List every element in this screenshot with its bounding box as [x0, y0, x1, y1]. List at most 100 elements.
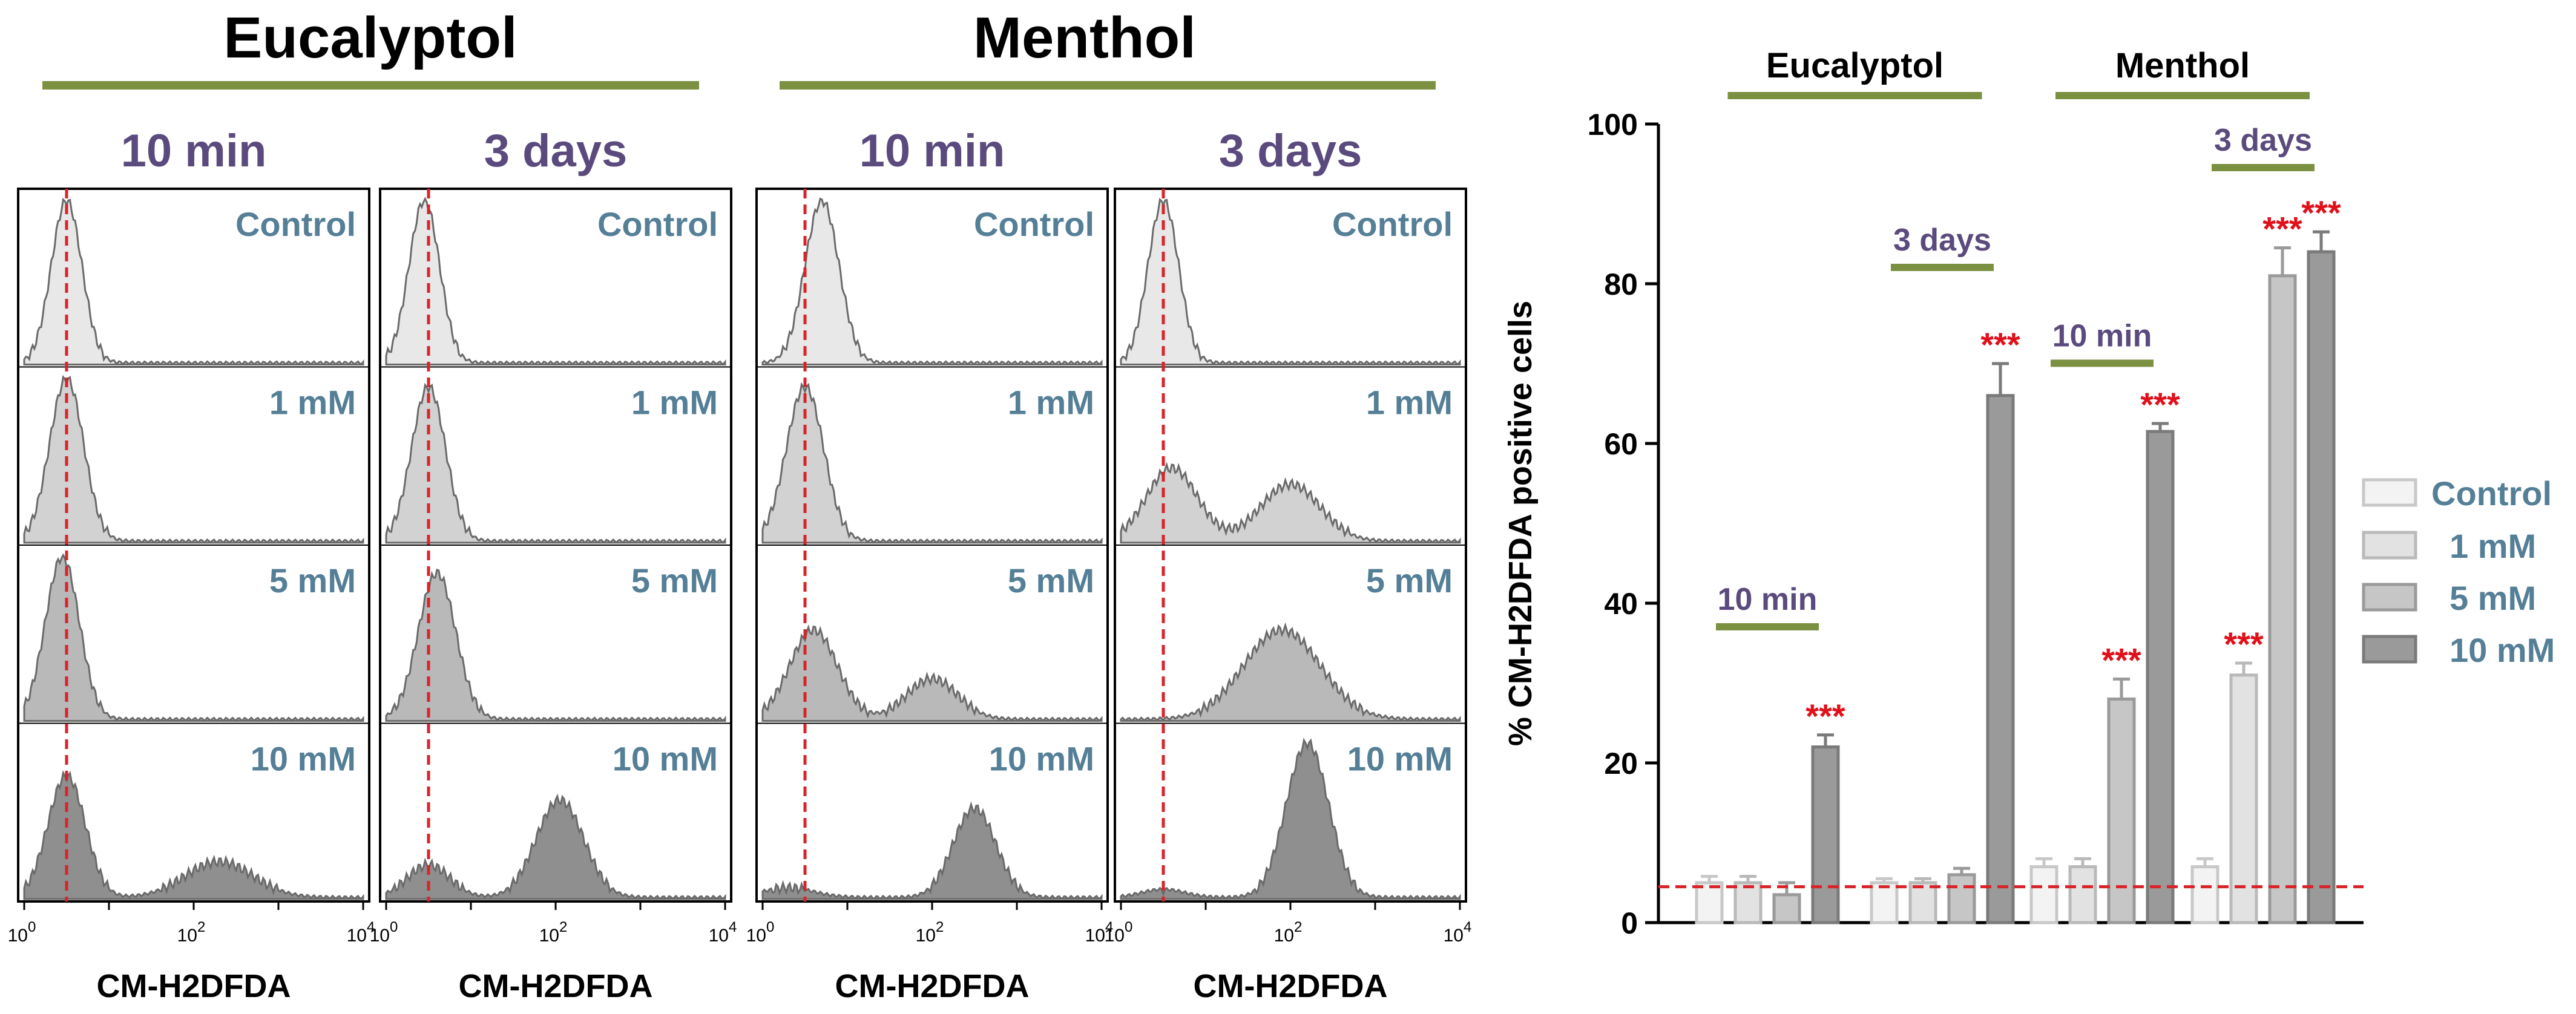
dose-label: 10 mM	[251, 740, 356, 778]
histogram-eucalyptol-0-10mm	[23, 770, 364, 900]
bar-menthol-10min-5mm	[2107, 697, 2136, 924]
histogram-menthol-1-5mm	[1120, 622, 1461, 722]
legend-label-5mm: 5 mM	[2450, 579, 2536, 617]
compound-underline	[1727, 92, 1982, 99]
histogram-menthol-0-control	[761, 197, 1103, 366]
bar-eucalyptol-3days-1mm	[1908, 881, 1937, 924]
significance-marker: ***	[1806, 697, 1845, 735]
histogram-menthol-0-1mm	[761, 382, 1103, 544]
x-tick-label: 104	[347, 919, 375, 946]
legend-label-control: Control	[2431, 474, 2552, 512]
legend-swatch-1mm	[2362, 531, 2417, 560]
bar-menthol-10min-control	[2029, 865, 2058, 924]
histogram-eucalyptol-0-5mm	[23, 553, 364, 722]
bar-menthol-3days-5mm	[2268, 274, 2297, 924]
tick-base: 10	[1274, 926, 1294, 946]
group-underline-eucalyptol	[42, 81, 699, 90]
tick-exponent: 2	[559, 919, 567, 935]
x-axis-label: CM-H2DFDA	[835, 968, 1030, 1004]
bar-eucalyptol-10min-5mm	[1772, 893, 1801, 924]
legend-label-1mm: 1 mM	[2450, 527, 2536, 565]
group-title-menthol: Menthol	[973, 5, 1196, 70]
dose-label: 5 mM	[1008, 561, 1094, 600]
dose-label: Control	[235, 205, 356, 243]
y-tick-label: 20	[1604, 747, 1638, 780]
x-tick-label: 104	[1444, 919, 1472, 946]
x-tick-label: 100	[370, 919, 398, 946]
x-tick-label: 100	[8, 919, 36, 946]
histogram-menthol-1-control	[1120, 197, 1461, 366]
dose-label: 10 mM	[1347, 740, 1453, 778]
bar-time-underline	[2212, 164, 2315, 171]
compound-underline	[2055, 92, 2310, 99]
x-tick-label: 102	[177, 919, 206, 946]
histogram-panel: Eucalyptol Menthol 10 min Control 1 mM 5 mM 10…	[8, 5, 1472, 1004]
tick-exponent: 2	[1294, 919, 1302, 935]
tick-exponent: 0	[28, 919, 36, 935]
dose-label: 1 mM	[631, 384, 718, 422]
time-label-eucalyptol-1: 3 days	[484, 125, 628, 177]
compound-header: Menthol	[2115, 46, 2250, 85]
legend-swatch-10mm	[2362, 635, 2417, 664]
bar-eucalyptol-3days-5mm	[1947, 873, 1976, 924]
significance-marker: ***	[2224, 625, 2264, 663]
y-axis-label: % CM-H2DFDA positive cells	[1502, 301, 1539, 746]
dose-label: 10 mM	[613, 740, 718, 778]
tick-exponent: 4	[1105, 919, 1113, 935]
time-label-menthol-0: 10 min	[859, 125, 1005, 177]
dose-label: Control	[1332, 205, 1453, 243]
dose-label: 1 mM	[269, 384, 356, 422]
tick-base: 10	[709, 926, 729, 946]
bar-menthol-3days-control	[2190, 865, 2220, 924]
dose-label: 5 mM	[269, 561, 356, 600]
time-label-eucalyptol-0: 10 min	[121, 125, 267, 177]
tick-base: 10	[746, 926, 766, 946]
bar-time-label: 3 days	[1893, 223, 1991, 258]
significance-marker: ***	[2262, 210, 2302, 248]
histogram-menthol-0-5mm	[761, 624, 1103, 722]
legend-label-10mm: 10 mM	[2450, 631, 2555, 669]
y-tick-label: 40	[1604, 587, 1638, 621]
histogram-eucalyptol-1-5mm	[385, 568, 726, 722]
y-tick-label: 100	[1588, 108, 1638, 142]
group-title-eucalyptol: Eucalyptol	[223, 5, 517, 70]
histogram-eucalyptol-1-10mm	[385, 793, 726, 900]
x-axis-label: CM-H2DFDA	[1194, 968, 1388, 1004]
x-tick-label: 104	[1085, 919, 1114, 946]
dose-label: Control	[597, 205, 718, 243]
bar-menthol-3days-1mm	[2229, 673, 2258, 924]
histogram-menthol-1-10mm	[1120, 738, 1461, 900]
significance-marker: ***	[2301, 194, 2341, 232]
significance-marker: ***	[1980, 325, 2020, 364]
bar-menthol-10min-1mm	[2068, 865, 2097, 924]
legend-swatch-5mm	[2362, 583, 2417, 612]
tick-exponent: 4	[367, 919, 375, 935]
histogram-eucalyptol-0-1mm	[23, 375, 364, 544]
x-tick-label: 102	[916, 919, 944, 946]
bar-eucalyptol-3days-control	[1870, 881, 1899, 924]
tick-base: 10	[347, 926, 367, 946]
x-tick-label: 102	[1274, 919, 1303, 946]
bar-time-underline	[1716, 623, 1819, 630]
tick-base: 10	[370, 926, 390, 946]
histogram-eucalyptol-1-control	[385, 197, 726, 366]
tick-exponent: 0	[1125, 919, 1132, 935]
bar-eucalyptol-10min-1mm	[1733, 881, 1763, 924]
x-tick-label: 100	[1105, 919, 1133, 946]
dose-label: 1 mM	[1366, 384, 1453, 422]
tick-exponent: 0	[390, 919, 398, 935]
x-axis-label: CM-H2DFDA	[97, 968, 291, 1004]
significance-marker: ***	[2140, 385, 2180, 424]
bar-eucalyptol-3days-10mm	[1986, 394, 2015, 924]
bar-time-underline	[1891, 264, 1994, 271]
histogram-menthol-1-1mm	[1120, 462, 1461, 544]
group-underline-menthol	[780, 81, 1436, 90]
y-tick-label: 80	[1604, 267, 1638, 301]
bar-time-label: 3 days	[2214, 123, 2312, 158]
x-tick-label: 104	[709, 919, 737, 946]
bar-eucalyptol-10min-control	[1695, 881, 1724, 924]
tick-base: 10	[1444, 926, 1464, 946]
bar-eucalyptol-10min-10mm	[1811, 745, 1840, 924]
tick-base: 10	[916, 926, 936, 946]
